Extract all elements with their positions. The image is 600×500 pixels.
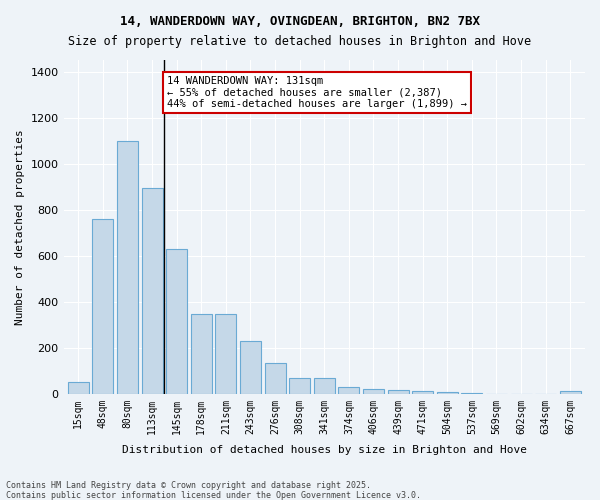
Bar xyxy=(314,378,335,394)
Text: 14, WANDERDOWN WAY, OVINGDEAN, BRIGHTON, BN2 7BX: 14, WANDERDOWN WAY, OVINGDEAN, BRIGHTON,… xyxy=(120,15,480,28)
Bar xyxy=(142,188,163,394)
Text: 14 WANDERDOWN WAY: 131sqm
← 55% of detached houses are smaller (2,387)
44% of se: 14 WANDERDOWN WAY: 131sqm ← 55% of detac… xyxy=(167,76,467,110)
Bar xyxy=(338,388,359,394)
Y-axis label: Number of detached properties: Number of detached properties xyxy=(15,129,25,325)
Bar xyxy=(166,249,187,394)
Bar xyxy=(437,392,458,394)
Bar xyxy=(117,140,138,394)
Bar xyxy=(265,362,286,394)
Text: Contains public sector information licensed under the Open Government Licence v3: Contains public sector information licen… xyxy=(6,491,421,500)
Text: Size of property relative to detached houses in Brighton and Hove: Size of property relative to detached ho… xyxy=(68,35,532,48)
Bar xyxy=(191,314,212,394)
Text: Contains HM Land Registry data © Crown copyright and database right 2025.: Contains HM Land Registry data © Crown c… xyxy=(6,481,371,490)
Bar xyxy=(215,314,236,394)
Bar xyxy=(412,392,433,394)
Bar xyxy=(560,391,581,394)
Bar xyxy=(388,390,409,394)
Bar xyxy=(289,378,310,394)
Bar xyxy=(92,219,113,394)
Bar xyxy=(240,341,261,394)
Bar xyxy=(68,382,89,394)
X-axis label: Distribution of detached houses by size in Brighton and Hove: Distribution of detached houses by size … xyxy=(122,445,527,455)
Bar xyxy=(363,388,384,394)
